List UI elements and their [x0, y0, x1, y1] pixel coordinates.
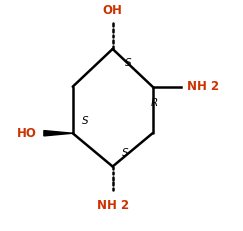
Text: R: R [150, 98, 157, 108]
Polygon shape [44, 131, 73, 136]
Text: S: S [82, 116, 88, 126]
Text: HO: HO [17, 127, 37, 140]
Text: NH 2: NH 2 [187, 80, 219, 93]
Text: S: S [125, 58, 131, 68]
Text: S: S [122, 148, 128, 158]
Text: OH: OH [103, 4, 122, 17]
Text: NH 2: NH 2 [96, 199, 129, 212]
